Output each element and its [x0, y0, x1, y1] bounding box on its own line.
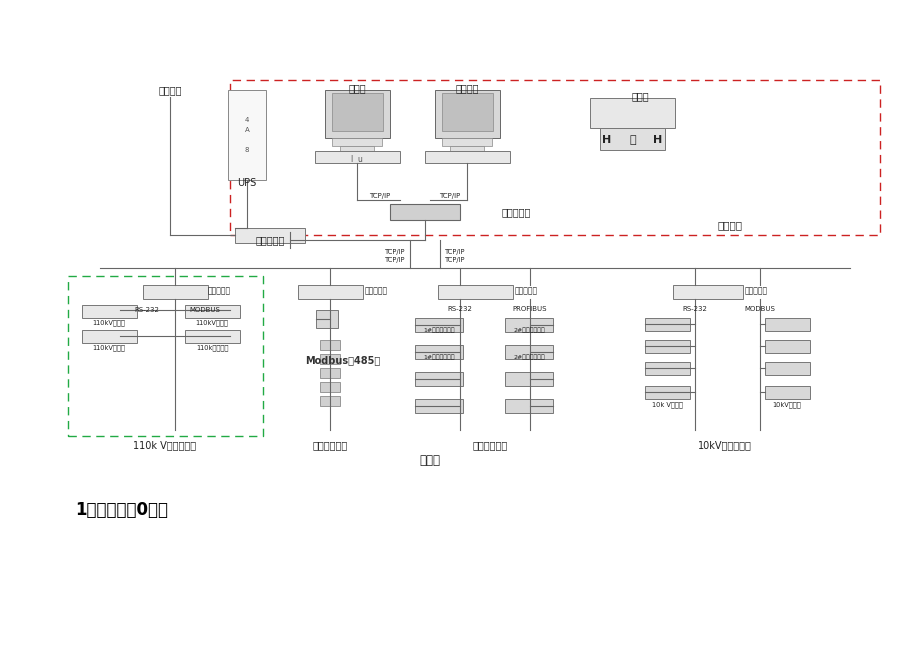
Bar	[320, 396, 340, 406]
Bar	[765, 340, 809, 353]
Bar	[765, 362, 809, 375]
Bar	[320, 340, 340, 350]
Text: 变电所层: 变电所层	[717, 220, 742, 230]
Text: 通信管理机: 通信管理机	[365, 286, 388, 296]
Text: TCP/IP: TCP/IP	[439, 193, 460, 199]
Bar	[505, 372, 552, 386]
Bar	[505, 345, 552, 359]
Text: RS-232: RS-232	[682, 306, 707, 312]
Text: 通信管理机: 通信管理机	[515, 286, 538, 296]
Text: TCP/IP: TCP/IP	[444, 249, 465, 255]
Text: l  u: l u	[351, 156, 362, 165]
Text: RS-232: RS-232	[134, 307, 159, 313]
Text: 远动管理机: 远动管理机	[255, 235, 284, 245]
Bar	[765, 318, 809, 331]
Text: 2#变压器主保护: 2#变压器主保护	[513, 327, 544, 333]
Text: 110kV进线三: 110kV进线三	[93, 344, 125, 352]
Text: 110k右进线四: 110k右进线四	[196, 344, 228, 352]
Bar	[441, 138, 492, 146]
Text: TCP/IP: TCP/IP	[369, 193, 391, 199]
Bar	[589, 98, 675, 128]
Bar	[340, 146, 374, 151]
Bar	[320, 368, 340, 378]
Bar	[644, 340, 689, 353]
Text: MODBUS: MODBUS	[743, 306, 775, 312]
Bar	[185, 305, 240, 318]
Text: 打印机: 打印机	[630, 91, 648, 101]
Bar	[234, 228, 305, 243]
Bar	[414, 318, 462, 332]
Text: 设备层: 设备层	[419, 454, 440, 467]
Text: H: H	[652, 135, 662, 145]
Text: 110kV进线一: 110kV进线一	[93, 320, 125, 326]
Bar	[425, 151, 509, 163]
Text: PROFIBUS: PROFIBUS	[512, 306, 547, 312]
Text: A: A	[244, 127, 249, 133]
Bar	[765, 386, 809, 399]
Bar	[320, 354, 340, 364]
Bar	[320, 382, 340, 392]
Bar	[298, 285, 363, 299]
Text: 2#变压器备保护: 2#变压器备保护	[513, 354, 544, 360]
Bar	[390, 204, 460, 220]
Bar	[644, 362, 689, 375]
Bar	[228, 90, 266, 180]
Bar	[449, 146, 483, 151]
Text: 1#变压器主保护: 1#变压器主保护	[423, 327, 454, 333]
Text: TCP/IP: TCP/IP	[384, 257, 404, 263]
Bar	[505, 318, 552, 332]
Bar	[185, 330, 240, 343]
Text: 8: 8	[244, 147, 249, 153]
Text: 1#变压器备保护: 1#变压器备保护	[423, 354, 454, 360]
Bar	[315, 310, 337, 328]
Text: UPS: UPS	[237, 178, 256, 188]
Text: 通信管理机: 通信管理机	[208, 286, 231, 296]
Text: H: H	[602, 135, 611, 145]
Text: 4: 4	[244, 117, 249, 123]
Text: 10kV出线六: 10kV出线六	[772, 402, 800, 408]
Text: 智能测量表记: 智能测量表记	[312, 440, 347, 450]
Bar	[332, 138, 381, 146]
Text: TCP/IP: TCP/IP	[444, 257, 465, 263]
Text: 盘: 盘	[629, 135, 636, 145]
Text: 1、设备层（0层）: 1、设备层（0层）	[75, 501, 168, 519]
Bar	[332, 93, 382, 131]
Bar	[82, 330, 137, 343]
Bar	[437, 285, 513, 299]
Bar	[142, 285, 208, 299]
Bar	[505, 399, 552, 413]
Text: 通信管理机: 通信管理机	[744, 286, 767, 296]
Text: 110k V进线开关柜: 110k V进线开关柜	[133, 440, 197, 450]
Bar	[599, 128, 664, 150]
Text: 10kV出线开关柜: 10kV出线开关柜	[698, 440, 751, 450]
Text: MODBUS: MODBUS	[189, 307, 221, 313]
Bar	[644, 386, 689, 399]
Text: 10k V出线五: 10k V出线五	[651, 402, 682, 408]
Text: 变压器保护柜: 变压器保护柜	[471, 440, 507, 450]
Bar	[673, 285, 743, 299]
Bar	[414, 345, 462, 359]
Bar	[644, 318, 689, 331]
Text: 调度中心: 调度中心	[158, 85, 182, 95]
Text: RS-232: RS-232	[447, 306, 472, 312]
Bar	[314, 151, 400, 163]
Text: 网络交换机: 网络交换机	[502, 207, 531, 217]
Text: 110kV进线二: 110kV进线二	[196, 320, 228, 326]
Text: TCP/IP: TCP/IP	[384, 249, 404, 255]
Bar	[414, 399, 462, 413]
Bar	[441, 93, 493, 131]
Bar	[82, 305, 137, 318]
Bar	[414, 372, 462, 386]
Bar	[230, 80, 879, 235]
Bar	[68, 276, 263, 436]
Text: 工程师站: 工程师站	[455, 83, 478, 93]
Text: Modbus（485）: Modbus（485）	[305, 355, 380, 365]
Bar	[324, 90, 390, 138]
Text: 监控机: 监控机	[347, 83, 366, 93]
Bar	[435, 90, 499, 138]
